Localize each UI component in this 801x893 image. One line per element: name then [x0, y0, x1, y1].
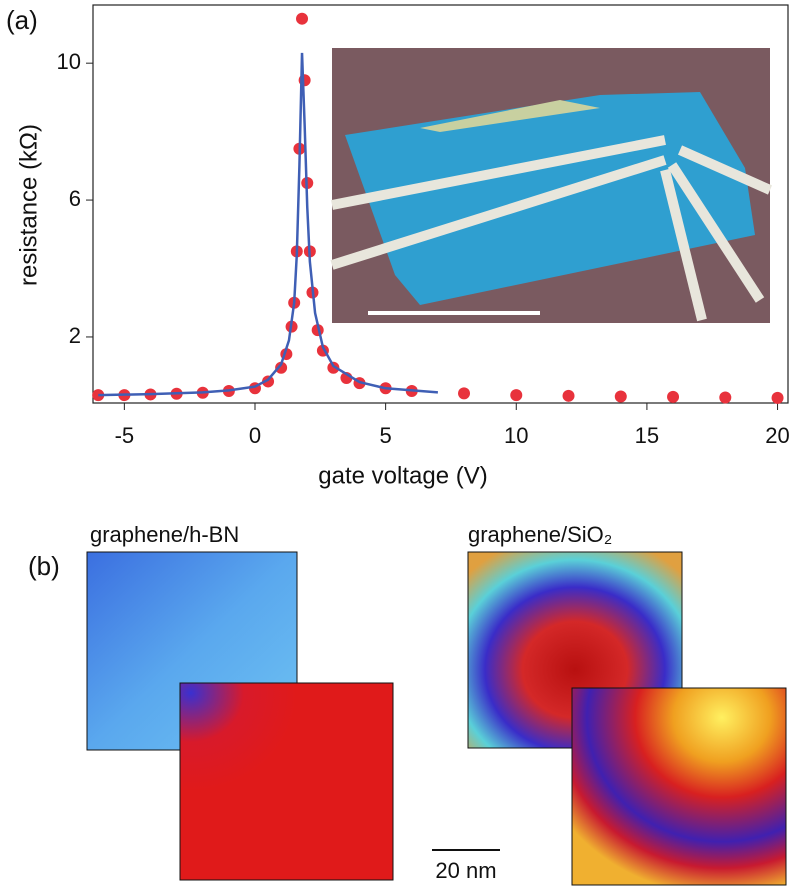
x-tick-label: 15 — [635, 423, 659, 448]
data-point — [458, 387, 471, 400]
x-tick-label: 10 — [504, 423, 528, 448]
plot-frame — [92, 4, 789, 404]
x-axis-title: gate voltage (V) — [318, 462, 487, 489]
data-point — [614, 390, 627, 403]
data-point — [510, 389, 523, 402]
data-point — [667, 390, 680, 403]
y-axis-title: resistance (kΩ) — [15, 124, 42, 286]
data-point — [262, 375, 275, 388]
stm-map — [179, 682, 394, 881]
data-point — [275, 361, 288, 374]
y-tick-label: 2 — [69, 323, 81, 348]
data-point — [562, 389, 575, 402]
inset-photo — [330, 48, 773, 323]
data-point — [771, 391, 784, 404]
data-point — [327, 361, 340, 374]
data-point — [296, 12, 309, 25]
data-point — [719, 391, 732, 404]
y-tick-label: 10 — [57, 49, 81, 74]
y-tick-label: 6 — [69, 186, 81, 211]
panel-label: (b) — [28, 551, 60, 581]
fit-line — [98, 52, 438, 397]
x-tick-label: 0 — [249, 423, 261, 448]
image-title: graphene/h-BN — [90, 522, 239, 547]
x-tick-label: 20 — [765, 423, 789, 448]
x-tick-label: 5 — [380, 423, 392, 448]
x-tick-label: -5 — [115, 423, 135, 448]
image-title: graphene/SiO₂ — [468, 522, 612, 547]
stm-map — [571, 687, 787, 886]
scale-bar-label: 20 nm — [435, 858, 496, 883]
panel-label: (a) — [6, 5, 38, 35]
